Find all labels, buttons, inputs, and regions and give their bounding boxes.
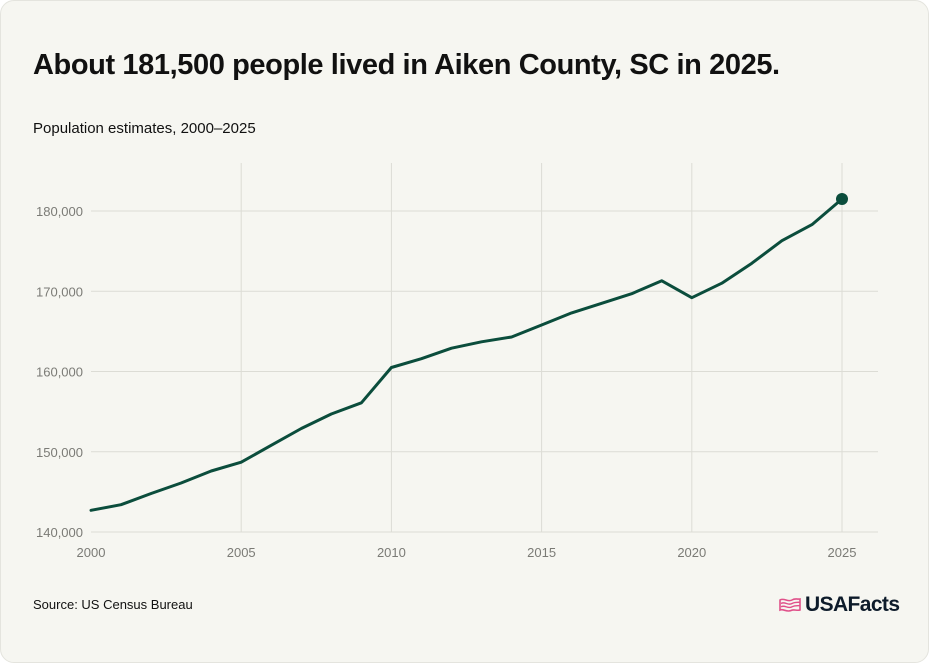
y-tick-label: 150,000 — [36, 445, 83, 460]
usafacts-logo: USAFacts — [779, 593, 899, 617]
population-line — [91, 199, 842, 510]
source-note: Source: US Census Bureau — [33, 597, 193, 612]
usafacts-logo-text: USAFacts — [805, 593, 899, 617]
x-tick-label: 2020 — [677, 545, 706, 560]
series-layer — [91, 193, 848, 510]
x-tick-label: 2025 — [828, 545, 857, 560]
y-tick-label: 140,000 — [36, 525, 83, 540]
y-tick-label: 170,000 — [36, 284, 83, 299]
end-point-marker[interactable] — [836, 193, 848, 205]
x-tick-label: 2010 — [377, 545, 406, 560]
x-tick-label: 2015 — [527, 545, 556, 560]
gridlines — [91, 163, 878, 532]
x-tick-label: 2000 — [77, 545, 106, 560]
line-chart: 140,000 150,000 160,000 170,000 180,000 2000 2… — [1, 1, 928, 581]
y-tick-label: 180,000 — [36, 204, 83, 219]
x-tick-label: 2005 — [227, 545, 256, 560]
y-tick-label: 160,000 — [36, 365, 83, 380]
axis-ticks: 140,000 150,000 160,000 170,000 180,000 2000 2… — [36, 204, 856, 560]
usa-flag-icon — [779, 597, 801, 613]
